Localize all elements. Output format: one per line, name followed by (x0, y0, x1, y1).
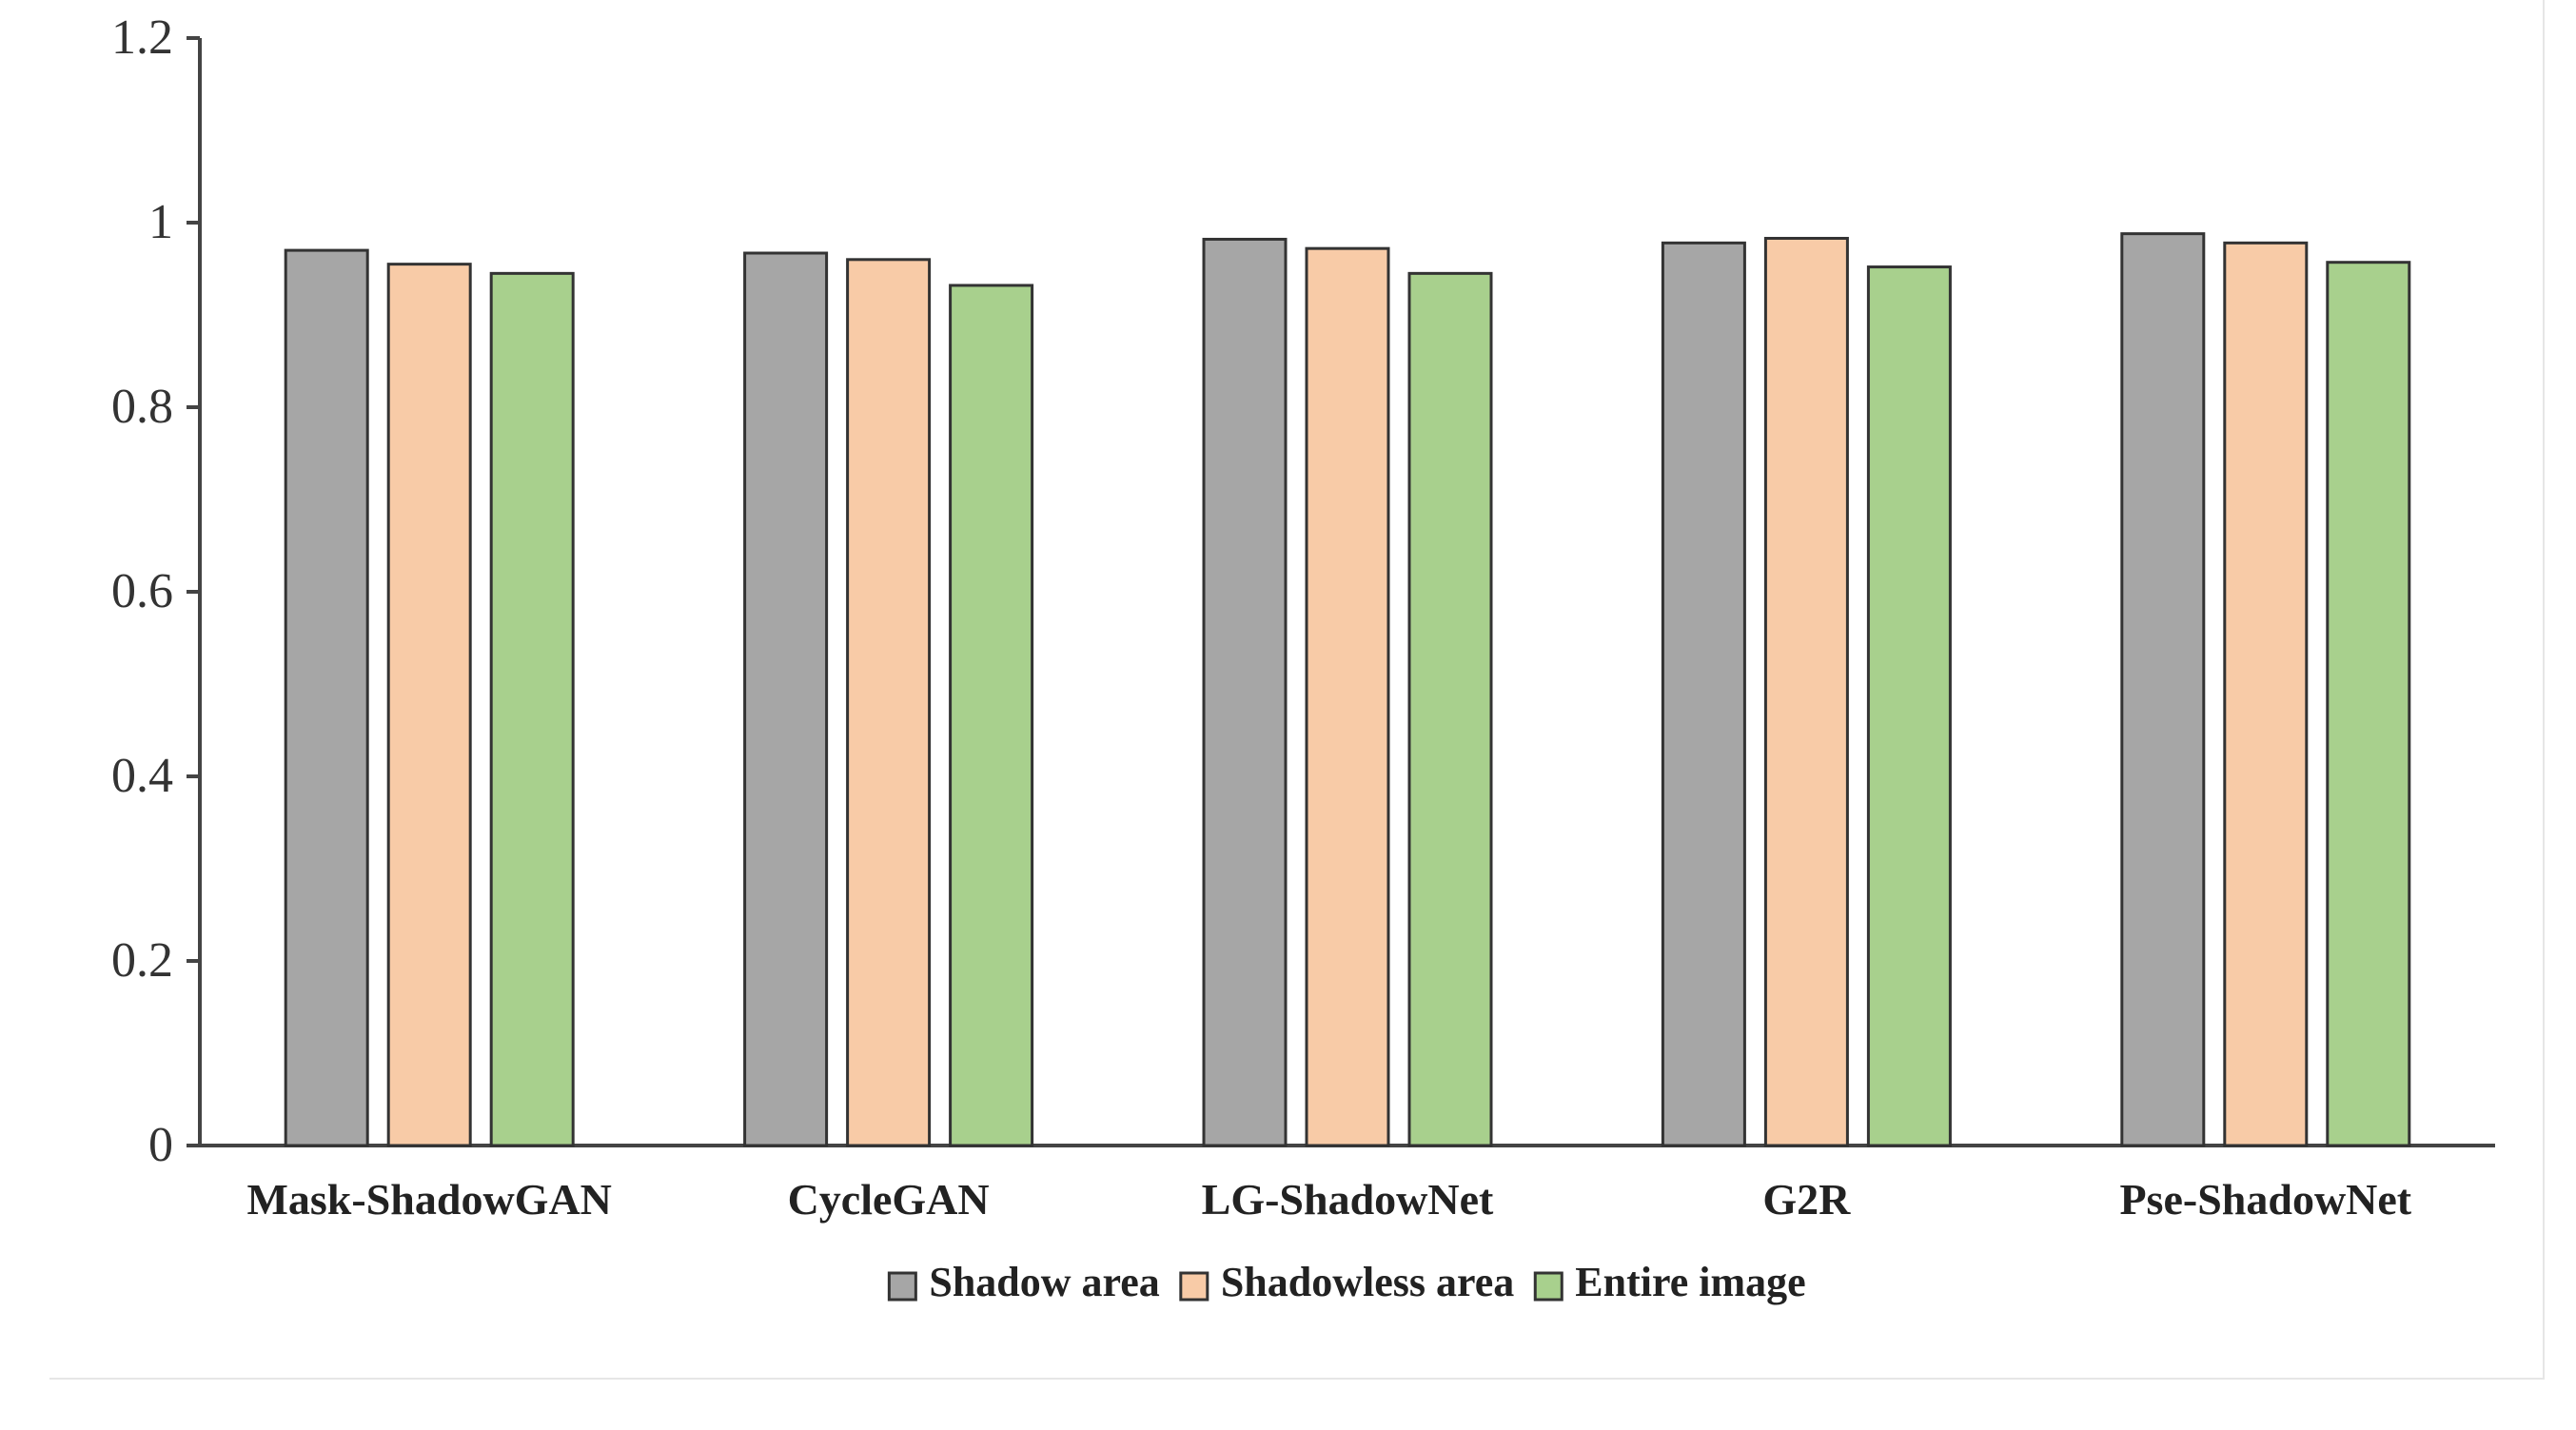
x-category-label: Pse-ShadowNet (2119, 1175, 2411, 1224)
legend-swatch (1533, 1271, 1563, 1302)
bar (743, 251, 829, 1147)
bar (949, 284, 1034, 1147)
x-category-label: G2R (1762, 1175, 1851, 1224)
bar (1866, 265, 1952, 1147)
bar (284, 248, 369, 1147)
bar (2326, 261, 2411, 1147)
y-tick-label: 0.6 (111, 564, 173, 618)
y-tick-label: 0.2 (111, 933, 173, 988)
y-tick-label: 1.2 (111, 10, 173, 65)
legend-label: Shadowless area (1221, 1259, 1514, 1305)
x-category-label: LG-ShadowNet (1202, 1175, 1494, 1224)
bar (1661, 241, 1746, 1147)
y-tick-label: 1 (148, 195, 173, 249)
chart-frame: 0 0.2 0.4 0.6 0.8 1 1.2 Mask-ShadowGAN CycleGAN L… (49, 0, 2545, 1380)
bar (2223, 241, 2309, 1147)
bar (1305, 246, 1390, 1147)
legend: Shadow area Shadowless area Entire image (887, 1259, 1806, 1305)
bar (1407, 271, 1493, 1147)
legend-label: Shadow area (929, 1259, 1159, 1305)
bar (846, 258, 932, 1147)
bar (386, 263, 472, 1147)
y-tick-label: 0.4 (111, 749, 173, 803)
bar (489, 271, 575, 1147)
y-tick-label: 0.8 (111, 380, 173, 434)
x-category-label: Mask-ShadowGAN (246, 1175, 611, 1224)
bar (2120, 232, 2206, 1147)
y-tick-label: 0 (148, 1118, 173, 1172)
legend-label: Entire image (1575, 1259, 1805, 1305)
bar (1202, 237, 1288, 1147)
bar-chart: 0 0.2 0.4 0.6 0.8 1 1.2 Mask-ShadowGAN CycleGAN L… (111, 10, 2495, 1305)
bar (1763, 236, 1849, 1147)
legend-swatch (887, 1271, 917, 1302)
x-category-label: CycleGAN (788, 1175, 990, 1224)
legend-swatch (1179, 1271, 1209, 1302)
